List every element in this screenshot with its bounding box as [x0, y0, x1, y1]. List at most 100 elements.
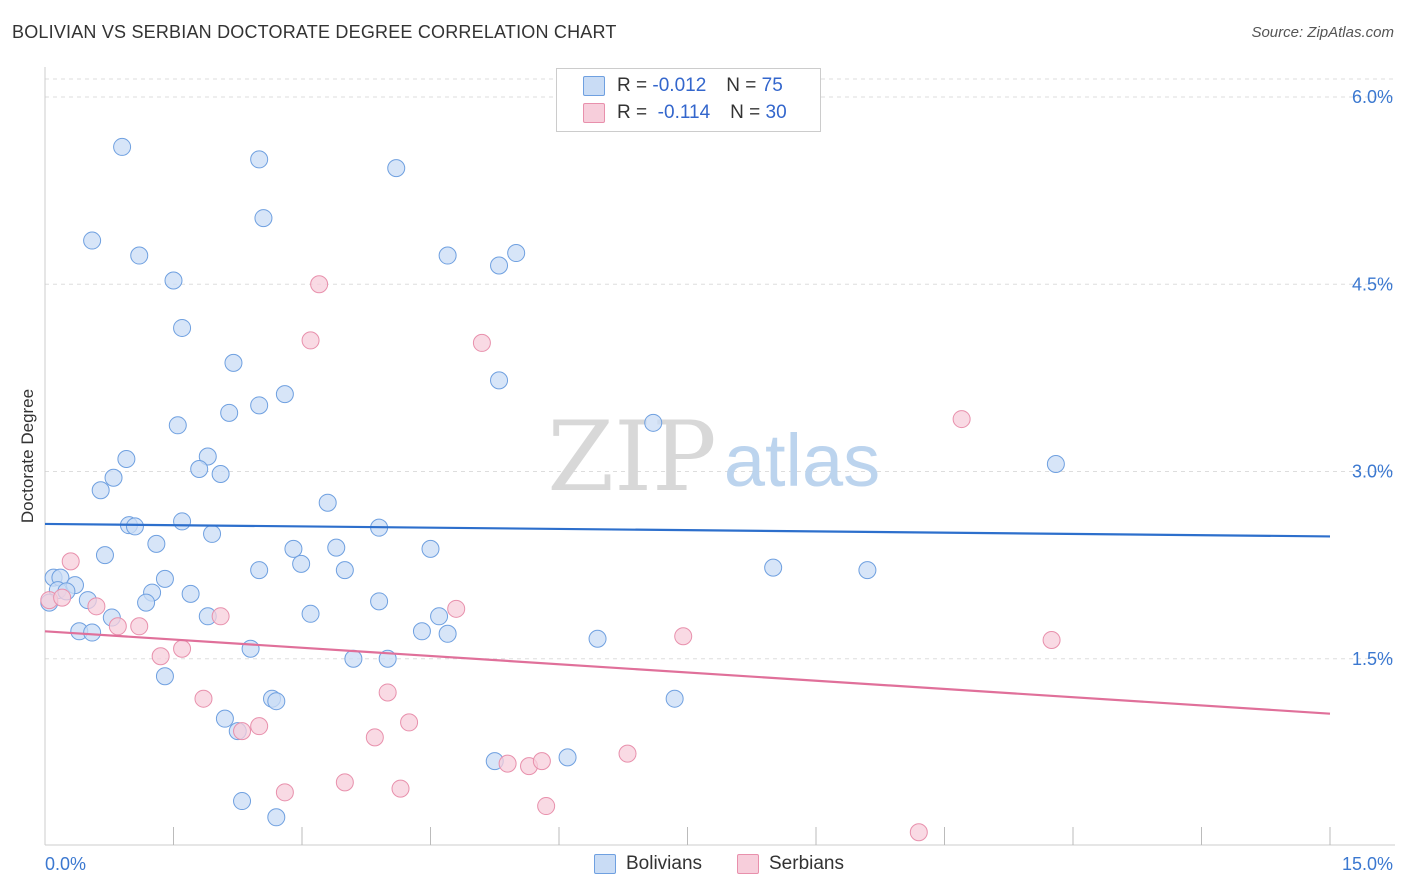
bolivian-point — [91, 481, 110, 500]
bolivian-point — [1046, 455, 1065, 474]
bolivian-point — [95, 546, 114, 565]
serbian-point — [447, 599, 466, 618]
n-value: 30 — [765, 102, 787, 123]
bolivian-point — [318, 493, 337, 512]
serbian-point — [391, 779, 410, 798]
bolivian-point — [267, 808, 286, 827]
serbians-swatch-icon — [583, 103, 605, 123]
bolivian-point — [147, 534, 166, 553]
bolivian-point — [438, 246, 457, 265]
bolivian-point — [173, 318, 192, 337]
serbian-point — [537, 797, 556, 816]
bolivian-point — [327, 538, 346, 557]
bolivian-point — [335, 561, 354, 580]
bolivian-point — [665, 689, 684, 708]
serbian-point — [301, 331, 320, 350]
bolivian-point — [292, 554, 311, 573]
n-value: 75 — [761, 75, 783, 96]
bolivian-point — [198, 447, 217, 466]
bolivian-point — [83, 231, 102, 250]
serbian-point — [952, 410, 971, 429]
serbian-point — [108, 617, 127, 636]
legend-item-serbians[interactable]: Serbians — [737, 851, 844, 877]
serbian-point — [151, 647, 170, 666]
bolivian-point — [168, 416, 187, 435]
bolivian-point — [301, 604, 320, 623]
bolivian-point — [275, 385, 294, 404]
r-label: R = — [617, 102, 648, 123]
serbian-point — [674, 627, 693, 646]
bolivian-point — [644, 413, 663, 432]
trend-lines — [44, 522, 1331, 715]
serbian-point — [1042, 631, 1061, 650]
serbian-point — [61, 552, 80, 571]
bolivian-point — [173, 512, 192, 531]
serbian-point — [618, 744, 637, 763]
serbian-point — [250, 717, 269, 736]
bolivian-point — [490, 371, 509, 390]
bolivian-point — [155, 667, 174, 686]
bolivian-point — [430, 607, 449, 626]
y-tick-label: 3.0% — [1352, 462, 1393, 482]
bolivian-point — [164, 271, 183, 290]
n-label: N = — [730, 102, 761, 123]
serbian-point — [87, 597, 106, 616]
legend-row-serbians: R = -0.114 N = 30 — [583, 101, 787, 125]
serbian-point — [378, 683, 397, 702]
serbian-point — [400, 713, 419, 732]
source-label: Source: ZipAtlas.com — [1251, 24, 1394, 41]
bolivian-point — [490, 256, 509, 275]
serbian-point — [194, 689, 213, 708]
bolivian-point — [558, 748, 577, 767]
serbian-point — [233, 722, 252, 741]
bolivians-swatch-icon — [583, 76, 605, 96]
y-tick-label: 4.5% — [1352, 274, 1393, 294]
serbian-point — [498, 754, 517, 773]
bolivian-point — [858, 561, 877, 580]
serbian-point — [909, 823, 928, 842]
stats-legend: R = -0.012 N = 75 R = -0.114 N = 30 — [556, 68, 821, 132]
serbian-point — [365, 728, 384, 747]
r-value: -0.114 — [657, 102, 711, 123]
bolivian-point — [211, 464, 230, 483]
bolivian-point — [83, 623, 102, 642]
bolivian-point — [370, 592, 389, 611]
bolivian-point — [284, 539, 303, 558]
x-tick-label: 0.0% — [45, 854, 86, 874]
serbian-point — [275, 783, 294, 802]
bolivian-point — [507, 244, 526, 263]
bolivian-point — [387, 159, 406, 178]
y-tick-label: 6.0% — [1352, 87, 1393, 107]
bolivian-point — [130, 246, 149, 265]
bolivian-point — [588, 629, 607, 648]
bolivian-point — [203, 524, 222, 543]
bolivian-point — [125, 517, 144, 536]
chart-title: BOLIVIAN VS SERBIAN DOCTORATE DEGREE COR… — [12, 22, 617, 42]
x-tick-label: 15.0% — [1342, 854, 1393, 874]
serbian-point — [173, 639, 192, 658]
legend-item-bolivians[interactable]: Bolivians — [594, 851, 702, 877]
r-value: -0.012 — [652, 75, 707, 96]
bolivian-point — [155, 569, 174, 588]
watermark: ZIP atlas — [547, 401, 880, 513]
bolivians-legend-icon — [594, 854, 616, 874]
bolivian-point — [233, 792, 252, 811]
r-label: R = — [617, 75, 648, 96]
bolivian-point — [764, 558, 783, 577]
legend-label-serbians: Serbians — [769, 853, 844, 874]
bolivian-point — [344, 649, 363, 668]
serbian-point — [130, 617, 149, 636]
serbian-point — [472, 333, 491, 352]
bolivian-point — [113, 137, 132, 156]
serbian-point — [335, 773, 354, 792]
watermark-atlas: atlas — [724, 419, 880, 502]
tick-labels: 1.5% 3.0% 4.5% 6.0% 0.0% 15.0% — [45, 87, 1393, 874]
bolivian-point — [220, 403, 239, 422]
bolivian-point — [250, 561, 269, 580]
y-tick-label: 1.5% — [1352, 649, 1393, 669]
bolivian-point — [190, 460, 209, 479]
bolivian-point — [254, 209, 273, 228]
bolivian-point — [250, 150, 269, 169]
n-label: N = — [726, 75, 757, 96]
